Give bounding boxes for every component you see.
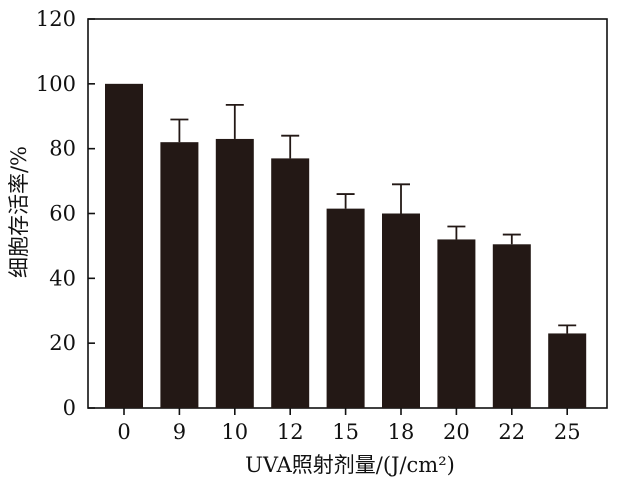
bar <box>160 142 199 408</box>
y-tick-label: 60 <box>49 202 76 226</box>
x-tick-label: 15 <box>332 420 359 444</box>
y-tick-label: 20 <box>49 331 76 355</box>
y-axis-label: 细胞存活率/% <box>7 146 31 278</box>
x-tick-label: 12 <box>277 420 304 444</box>
x-tick-label: 10 <box>221 420 248 444</box>
bar <box>326 208 365 408</box>
y-tick-label: 80 <box>49 137 76 161</box>
bar <box>382 213 420 408</box>
bar <box>437 239 476 408</box>
x-tick-label: 20 <box>443 420 470 444</box>
bar <box>215 138 254 409</box>
bar <box>105 83 143 408</box>
bar <box>271 158 310 408</box>
x-tick-label: 18 <box>388 420 415 444</box>
x-tick-label: 0 <box>117 420 130 444</box>
x-tick-label: 9 <box>173 420 186 444</box>
y-tick-label: 40 <box>49 266 76 290</box>
x-axis-ticks: 0 9 10 12 15 18 20 22 25 <box>117 408 581 444</box>
bar <box>548 333 587 408</box>
bar <box>492 244 531 408</box>
y-tick-label: 100 <box>36 72 76 96</box>
y-axis-ticks: 0 20 40 60 80 100 120 <box>36 7 95 420</box>
bars <box>105 83 587 409</box>
y-tick-label: 120 <box>36 7 76 31</box>
x-axis-label: UVA照射剂量/(J/cm²) <box>245 453 455 477</box>
y-tick-label: 0 <box>63 396 76 420</box>
x-tick-label: 22 <box>498 420 525 444</box>
x-tick-label: 25 <box>554 420 581 444</box>
error-bars <box>170 104 577 334</box>
